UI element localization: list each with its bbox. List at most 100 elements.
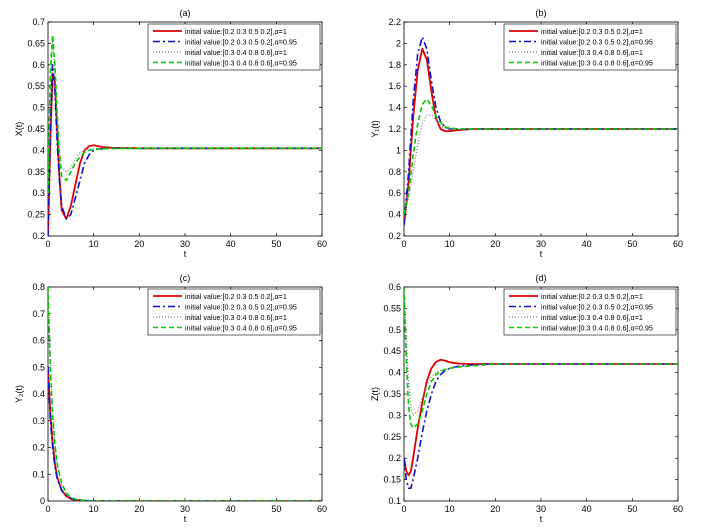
legend-entry: initial value:[0.2 0.3 0.5 0.2],α=0.95 (185, 38, 297, 47)
y-axis-label: Y₁(t) (370, 120, 380, 138)
y-tick-label: 0.55 (383, 303, 401, 313)
y-tick-label: 1 (396, 145, 401, 155)
y-tick-label: 1.6 (388, 81, 401, 91)
y-tick-label: 0.6 (388, 282, 401, 292)
y-tick-label: 0.5 (32, 103, 45, 113)
x-tick-label: 0 (401, 504, 406, 514)
legend: initial value:[0.2 0.3 0.5 0.2],α=1 initi… (147, 288, 321, 336)
x-tick-label: 20 (134, 239, 144, 249)
legend-entry: initial value:[0.3 0.4 0.8 0.6],α=0.95 (541, 59, 653, 68)
y-tick-label: 0.7 (32, 17, 45, 27)
chart-panel: (d) 0 10 20 30 40 50 60 0.1 0.15 0.2 0.25 0.3 0.35 0.4… (370, 273, 683, 524)
x-tick-label: 50 (271, 504, 281, 514)
x-tick-label: 30 (536, 504, 546, 514)
series-line (404, 114, 678, 215)
y-tick-label: 0.8 (32, 282, 45, 292)
legend: initial value:[0.2 0.3 0.5 0.2],α=1 initi… (503, 23, 677, 71)
y-tick-label: 0.2 (32, 443, 45, 453)
series-line (404, 98, 678, 215)
y-tick-label: 0.35 (27, 167, 45, 177)
chart-title: (d) (536, 273, 547, 283)
x-tick-label: 20 (490, 504, 500, 514)
y-tick-label: 0.25 (27, 210, 45, 220)
y-tick-label: 0.65 (27, 38, 45, 48)
y-tick-label: 0.45 (383, 346, 401, 356)
y-tick-label: 0.15 (383, 475, 401, 485)
y-axis-label: Z(t) (370, 387, 380, 401)
series-line (48, 287, 322, 501)
chart-panel: (b) 0 10 20 30 40 50 60 0.2 0.4 0.6 0.8 1 1.2 1.4 1.6 1.… (370, 8, 683, 259)
y-tick-label: 0.4 (32, 145, 45, 155)
x-tick-label: 20 (490, 239, 500, 249)
x-tick-label: 50 (271, 239, 281, 249)
y-axis-label: X(t) (14, 122, 24, 137)
y-tick-label: 1.2 (388, 124, 401, 134)
y-tick-label: 0.5 (388, 325, 401, 335)
y-tick-label: 1.4 (388, 103, 401, 113)
chart-title: (c) (180, 273, 191, 283)
legend-entry: initial value:[0.2 0.3 0.5 0.2],α=1 (185, 292, 287, 301)
x-tick-label: 30 (180, 239, 190, 249)
y-tick-label: 0.25 (383, 432, 401, 442)
y-tick-label: 0.6 (388, 188, 401, 198)
y-tick-label: 0.55 (27, 81, 45, 91)
legend-entry: initial value:[0.3 0.4 0.8 0.6],α=1 (541, 48, 643, 57)
y-tick-label: 0.6 (32, 60, 45, 70)
x-tick-label: 20 (134, 504, 144, 514)
x-tick-label: 30 (180, 504, 190, 514)
chart-title: (a) (180, 8, 191, 18)
x-tick-label: 50 (627, 504, 637, 514)
y-tick-label: 0.4 (388, 210, 401, 220)
x-tick-label: 30 (536, 239, 546, 249)
y-tick-label: 0.35 (383, 389, 401, 399)
legend-entry: initial value:[0.3 0.4 0.8 0.6],α=0.95 (185, 59, 297, 68)
x-tick-label: 60 (317, 504, 327, 514)
legend: initial value:[0.2 0.3 0.5 0.2],α=1 initi… (503, 288, 677, 336)
legend-entry: initial value:[0.3 0.4 0.8 0.6],α=0.95 (541, 324, 653, 333)
y-tick-label: 0.3 (32, 188, 45, 198)
legend: initial value:[0.2 0.3 0.5 0.2],α=1 initi… (147, 23, 321, 71)
y-tick-label: 0.1 (32, 469, 45, 479)
y-tick-label: 0.4 (32, 389, 45, 399)
x-tick-label: 10 (445, 504, 455, 514)
x-tick-label: 50 (627, 239, 637, 249)
y-tick-label: 0.5 (32, 362, 45, 372)
x-tick-label: 0 (45, 504, 50, 514)
x-tick-label: 0 (401, 239, 406, 249)
y-tick-label: 0.2 (32, 231, 45, 241)
x-tick-label: 10 (89, 504, 99, 514)
x-tick-label: 60 (317, 239, 327, 249)
y-tick-label: 2 (396, 38, 401, 48)
legend-entry: initial value:[0.2 0.3 0.5 0.2],α=1 (541, 27, 643, 36)
y-tick-label: 0.7 (32, 309, 45, 319)
y-tick-label: 0.2 (388, 453, 401, 463)
y-tick-label: 0.2 (388, 231, 401, 241)
x-axis-label: t (184, 249, 187, 259)
legend-entry: initial value:[0.3 0.4 0.8 0.6],α=1 (541, 313, 643, 322)
chart-panel: (a) 0 10 20 30 40 50 60 0.2 0.25 0.3 0.35 0.4 0.45 0.5… (14, 8, 327, 259)
y-tick-label: 0.3 (388, 410, 401, 420)
y-tick-label: 1.8 (388, 60, 401, 70)
y-tick-label: 0.8 (388, 167, 401, 177)
legend-entry: initial value:[0.3 0.4 0.8 0.6],α=1 (185, 313, 287, 322)
legend-entry: initial value:[0.2 0.3 0.5 0.2],α=1 (185, 27, 287, 36)
x-axis-label: t (184, 514, 187, 524)
legend-entry: initial value:[0.2 0.3 0.5 0.2],α=1 (541, 292, 643, 301)
y-tick-label: 0.6 (32, 336, 45, 346)
x-tick-label: 60 (673, 504, 683, 514)
series-line (48, 33, 322, 194)
legend-entry: initial value:[0.3 0.4 0.8 0.6],α=0.95 (185, 324, 297, 333)
chart-panel: (c) 0 10 20 30 40 50 60 0 0.1 0.2 0.3 0.4 0.5 0.6 0.7 0.… (14, 273, 327, 524)
x-tick-label: 40 (582, 504, 592, 514)
legend-entry: initial value:[0.2 0.3 0.5 0.2],α=0.95 (541, 303, 653, 312)
legend-entry: initial value:[0.2 0.3 0.5 0.2],α=0.95 (185, 303, 297, 312)
y-tick-label: 0.1 (388, 496, 401, 506)
x-tick-label: 10 (89, 239, 99, 249)
y-tick-label: 0.45 (27, 124, 45, 134)
legend-entry: initial value:[0.2 0.3 0.5 0.2],α=0.95 (541, 38, 653, 47)
series-line (404, 287, 678, 430)
legend-entry: initial value:[0.3 0.4 0.8 0.6],α=1 (185, 48, 287, 57)
y-tick-label: 2.2 (388, 17, 401, 27)
x-tick-label: 0 (45, 239, 50, 249)
